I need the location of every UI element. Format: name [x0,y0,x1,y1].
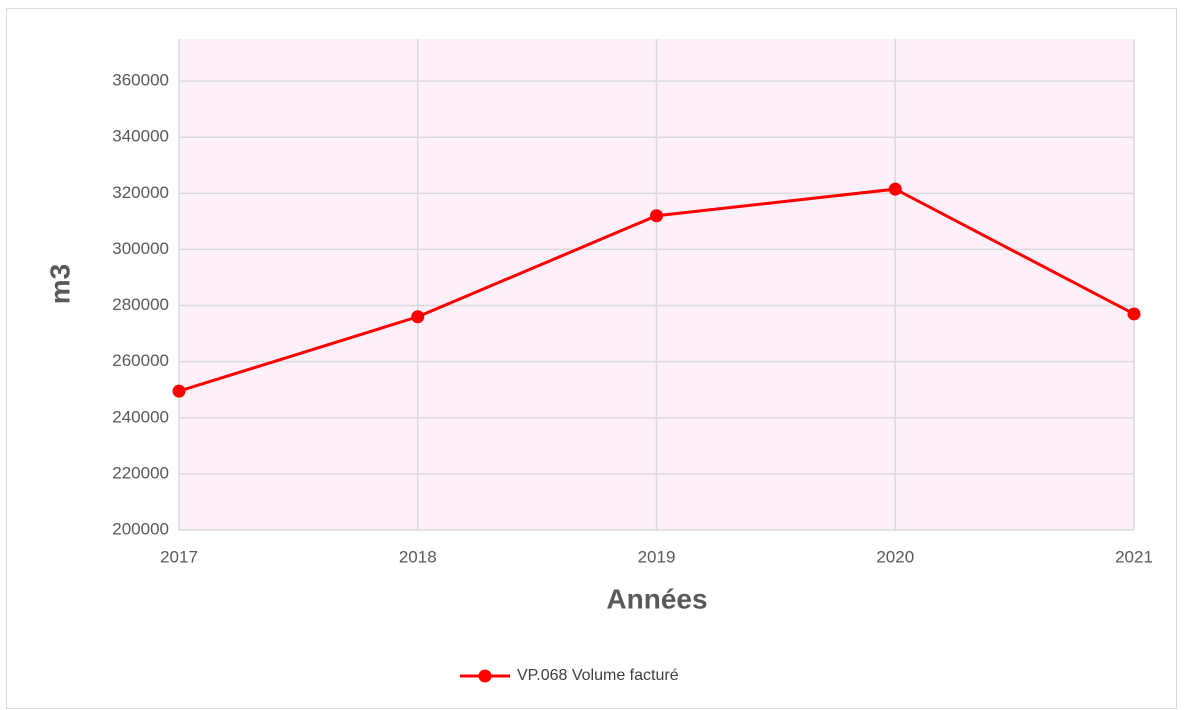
y-tick-label: 360000 [112,71,169,90]
legend-label: VP.068 Volume facturé [517,667,679,684]
data-point [650,209,663,223]
y-tick-label: 200000 [112,519,169,538]
x-axis-title: Années [606,583,707,614]
x-tick-label: 2020 [876,547,914,566]
y-tick-label: 300000 [112,239,169,258]
x-tick-label: 2019 [638,547,676,566]
y-tick-label: 320000 [112,183,169,202]
legend-marker [478,669,492,683]
data-point [411,310,425,324]
y-tick-label: 220000 [112,463,169,482]
data-point [888,182,902,196]
x-tick-label: 2021 [1115,547,1153,566]
data-point [172,384,186,398]
data-point [1127,307,1141,321]
x-tick-label: 2018 [399,547,437,566]
y-tick-label: 280000 [112,295,169,314]
x-tick-label: 2017 [160,547,198,566]
y-tick-label: 240000 [112,407,169,426]
y-tick-label: 260000 [112,351,169,370]
y-axis-title: m3 [44,264,75,304]
y-tick-label: 340000 [112,127,169,146]
